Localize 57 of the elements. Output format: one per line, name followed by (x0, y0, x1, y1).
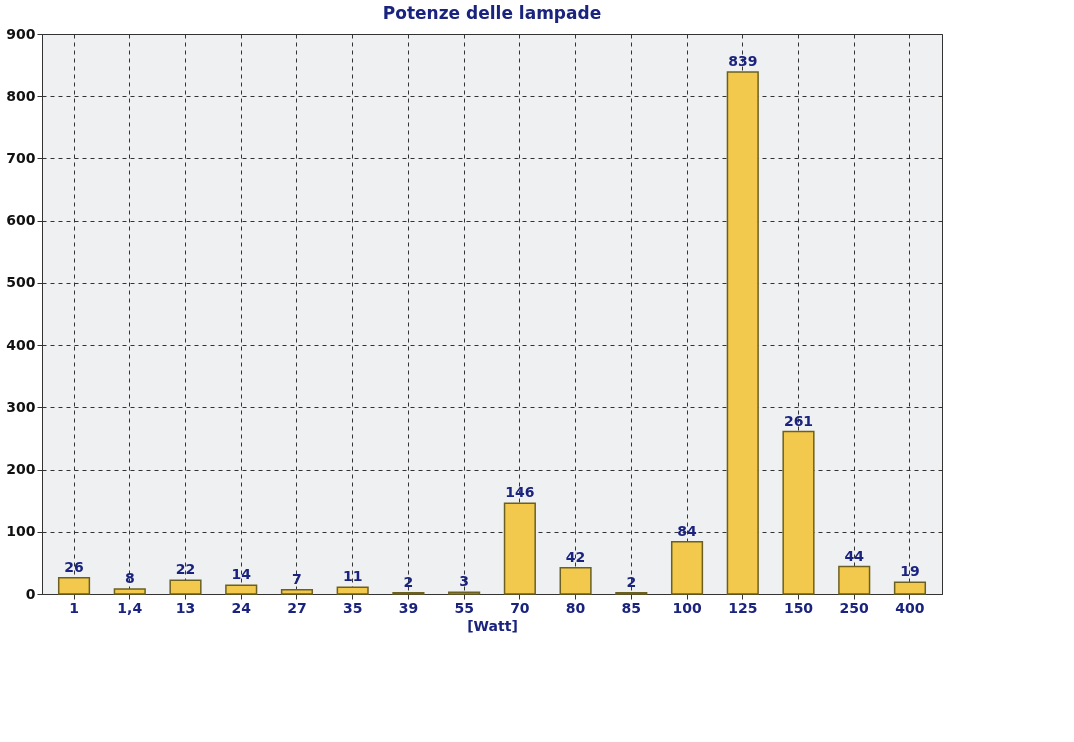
bar (169, 579, 202, 595)
x-tick-label: 27 (287, 599, 307, 616)
x-tick-label: 35 (342, 599, 363, 616)
bar (782, 430, 815, 595)
y-tick-label: 700 (6, 149, 36, 166)
bar (559, 567, 592, 595)
chart-title: Potenze delle lampade (382, 3, 602, 23)
y-tick-label: 600 (6, 212, 36, 229)
x-tick-label: 80 (565, 599, 586, 616)
data-label: 261 (783, 412, 814, 429)
data-label: 8 (124, 570, 135, 587)
data-label: 146 (505, 484, 535, 501)
y-tick-label: 0 (25, 585, 36, 602)
y-tick-label: 200 (6, 461, 36, 478)
x-tick-label: 85 (621, 599, 642, 616)
bar (113, 588, 146, 595)
x-tick-label: 400 (895, 599, 925, 616)
data-label: 839 (728, 52, 758, 69)
x-tick-label: 100 (672, 599, 702, 616)
y-tick-label: 500 (6, 274, 36, 291)
y-tick-label: 300 (6, 398, 36, 415)
x-tick-label: 1,4 (117, 599, 143, 616)
x-tick-label: 24 (231, 599, 252, 616)
bar (503, 502, 536, 595)
y-tick-label: 400 (6, 336, 36, 353)
bar (726, 71, 759, 595)
data-label: 11 (342, 568, 363, 585)
x-tick-label: 1 (69, 599, 79, 616)
x-tick-label: 70 (510, 599, 530, 616)
data-label: 2 (626, 573, 637, 590)
x-tick-label: 13 (175, 599, 196, 616)
data-label: 26 (64, 558, 84, 575)
bar (670, 540, 704, 595)
data-label: 44 (844, 547, 865, 564)
x-tick-label: 55 (454, 599, 474, 616)
data-label: 7 (292, 570, 302, 587)
data-label: 22 (175, 561, 196, 578)
data-label: 14 (231, 566, 252, 583)
bar (280, 588, 314, 595)
x-tick-label: 150 (783, 599, 814, 616)
y-tick-label: 900 (6, 25, 36, 42)
y-tick-label: 800 (6, 87, 36, 104)
bar (225, 584, 258, 595)
x-tick-label: 125 (728, 599, 758, 616)
bar (57, 577, 91, 595)
data-label: 84 (677, 522, 698, 539)
y-tick-label: 100 (6, 523, 36, 540)
data-label: 42 (565, 548, 586, 565)
x-tick-label: 250 (839, 599, 870, 616)
x-tick-label: 39 (398, 599, 419, 616)
bar (893, 581, 927, 595)
bar (336, 586, 369, 595)
data-label: 19 (900, 563, 920, 580)
bar (838, 565, 871, 595)
data-label: 2 (403, 573, 414, 590)
data-label: 3 (459, 573, 470, 590)
x-axis-title: [Watt] (467, 617, 518, 634)
